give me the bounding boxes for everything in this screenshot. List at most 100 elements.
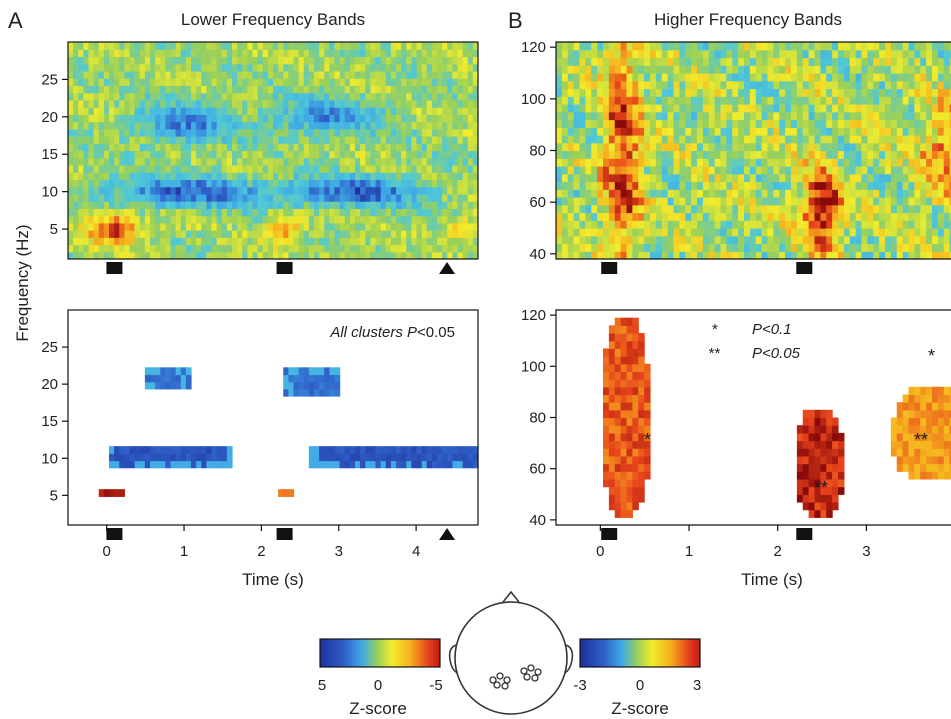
cluster-cell xyxy=(608,417,616,426)
heatmap-cell xyxy=(442,150,448,159)
heatmap-cell xyxy=(685,111,692,121)
heatmap-cell xyxy=(257,70,264,79)
heatmap-cell xyxy=(708,42,716,51)
heatmap-cell xyxy=(221,128,228,137)
cluster-cell xyxy=(614,432,622,442)
cluster-cell xyxy=(211,453,218,462)
heatmap-cell xyxy=(411,150,418,159)
heatmap-cell xyxy=(873,88,880,97)
heatmap-cell xyxy=(603,251,610,259)
heatmap-cell xyxy=(650,135,657,144)
heatmap-cell xyxy=(603,228,610,237)
cluster-cell xyxy=(185,367,192,376)
heatmap-cell xyxy=(185,42,192,50)
heatmap-cell xyxy=(226,63,233,72)
heatmap-cell xyxy=(119,179,125,188)
heatmap-cell xyxy=(267,150,274,159)
heatmap-cell xyxy=(267,42,274,50)
heatmap-cell xyxy=(785,251,792,259)
heatmap-cell xyxy=(603,189,610,198)
heatmap-cell xyxy=(119,85,125,94)
heatmap-cell xyxy=(556,65,563,74)
heatmap-cell xyxy=(738,197,745,206)
heatmap-cell xyxy=(211,164,218,173)
heatmap-cell xyxy=(679,251,686,259)
heatmap-cell xyxy=(691,189,698,198)
cluster-cell xyxy=(614,478,622,488)
heatmap-cell xyxy=(773,49,780,59)
heatmap-cell xyxy=(201,92,207,101)
heatmap-cell xyxy=(896,173,904,183)
heatmap-cell xyxy=(661,204,669,214)
heatmap-cell xyxy=(431,172,438,181)
heatmap-cell xyxy=(457,99,464,108)
heatmap-cell xyxy=(796,65,804,74)
heatmap-cell xyxy=(124,114,131,123)
heatmap-cell xyxy=(68,150,74,159)
heatmap-cell xyxy=(88,63,95,72)
heatmap-cell xyxy=(355,215,361,224)
heatmap-cell xyxy=(375,42,382,50)
cluster-cell xyxy=(385,460,392,469)
heatmap-cell xyxy=(344,215,351,224)
cluster-cell xyxy=(170,367,177,376)
heatmap-cell xyxy=(252,56,259,65)
heatmap-cell xyxy=(843,166,851,175)
heatmap-cell xyxy=(237,99,243,108)
heatmap-cell xyxy=(838,57,845,66)
heatmap-cell xyxy=(226,215,233,224)
heatmap-cell xyxy=(78,237,84,246)
heatmap-cell xyxy=(308,215,315,224)
heatmap-cell xyxy=(421,114,428,123)
heatmap-cell xyxy=(211,193,218,202)
cluster-cell xyxy=(150,446,156,454)
heatmap-cell xyxy=(561,158,569,167)
heatmap-cell xyxy=(896,243,904,252)
heatmap-cell xyxy=(644,57,651,66)
heatmap-cell xyxy=(314,121,320,130)
heatmap-cell xyxy=(278,230,284,238)
heatmap-cell xyxy=(650,197,657,206)
heatmap-cell xyxy=(375,143,382,152)
heatmap-cell xyxy=(714,158,722,167)
heatmap-cell xyxy=(134,244,141,253)
heatmap-cell xyxy=(365,208,371,217)
heatmap-cell xyxy=(556,119,563,128)
heatmap-cell xyxy=(98,172,105,181)
heatmap-cell xyxy=(273,193,279,202)
heatmap-cell xyxy=(98,215,105,224)
heatmap-cell xyxy=(288,114,295,123)
cluster-cell xyxy=(201,446,207,454)
heatmap-cell xyxy=(679,111,686,121)
heatmap-cell xyxy=(873,142,880,152)
heatmap-cell xyxy=(826,243,833,252)
heatmap-cell xyxy=(165,121,172,130)
heatmap-cell xyxy=(802,49,810,59)
heatmap-cell xyxy=(303,157,310,166)
heatmap-cell xyxy=(88,230,95,238)
heatmap-cell xyxy=(237,150,243,159)
heatmap-cell xyxy=(932,65,939,74)
heatmap-cell xyxy=(283,107,289,115)
heatmap-cell xyxy=(98,237,105,246)
heatmap-cell xyxy=(457,237,464,246)
heatmap-cell xyxy=(920,49,927,59)
heatmap-cell xyxy=(726,65,733,74)
heatmap-cell xyxy=(896,135,904,144)
heatmap-cell xyxy=(114,244,120,253)
heatmap-cell xyxy=(661,197,669,206)
heatmap-cell xyxy=(73,56,79,65)
heatmap-cell xyxy=(796,104,804,113)
heatmap-cell xyxy=(679,65,686,74)
heatmap-cell xyxy=(124,244,131,253)
heatmap-cell xyxy=(165,42,172,50)
heatmap-cell xyxy=(426,193,433,202)
heatmap-cell xyxy=(638,42,645,51)
heatmap-cell xyxy=(644,127,651,136)
cluster-cell xyxy=(421,446,428,454)
cluster-cell xyxy=(170,374,177,383)
heatmap-cell xyxy=(691,57,698,66)
cluster-cell xyxy=(124,453,131,462)
heatmap-cell xyxy=(462,244,469,253)
heatmap-cell xyxy=(237,136,243,144)
